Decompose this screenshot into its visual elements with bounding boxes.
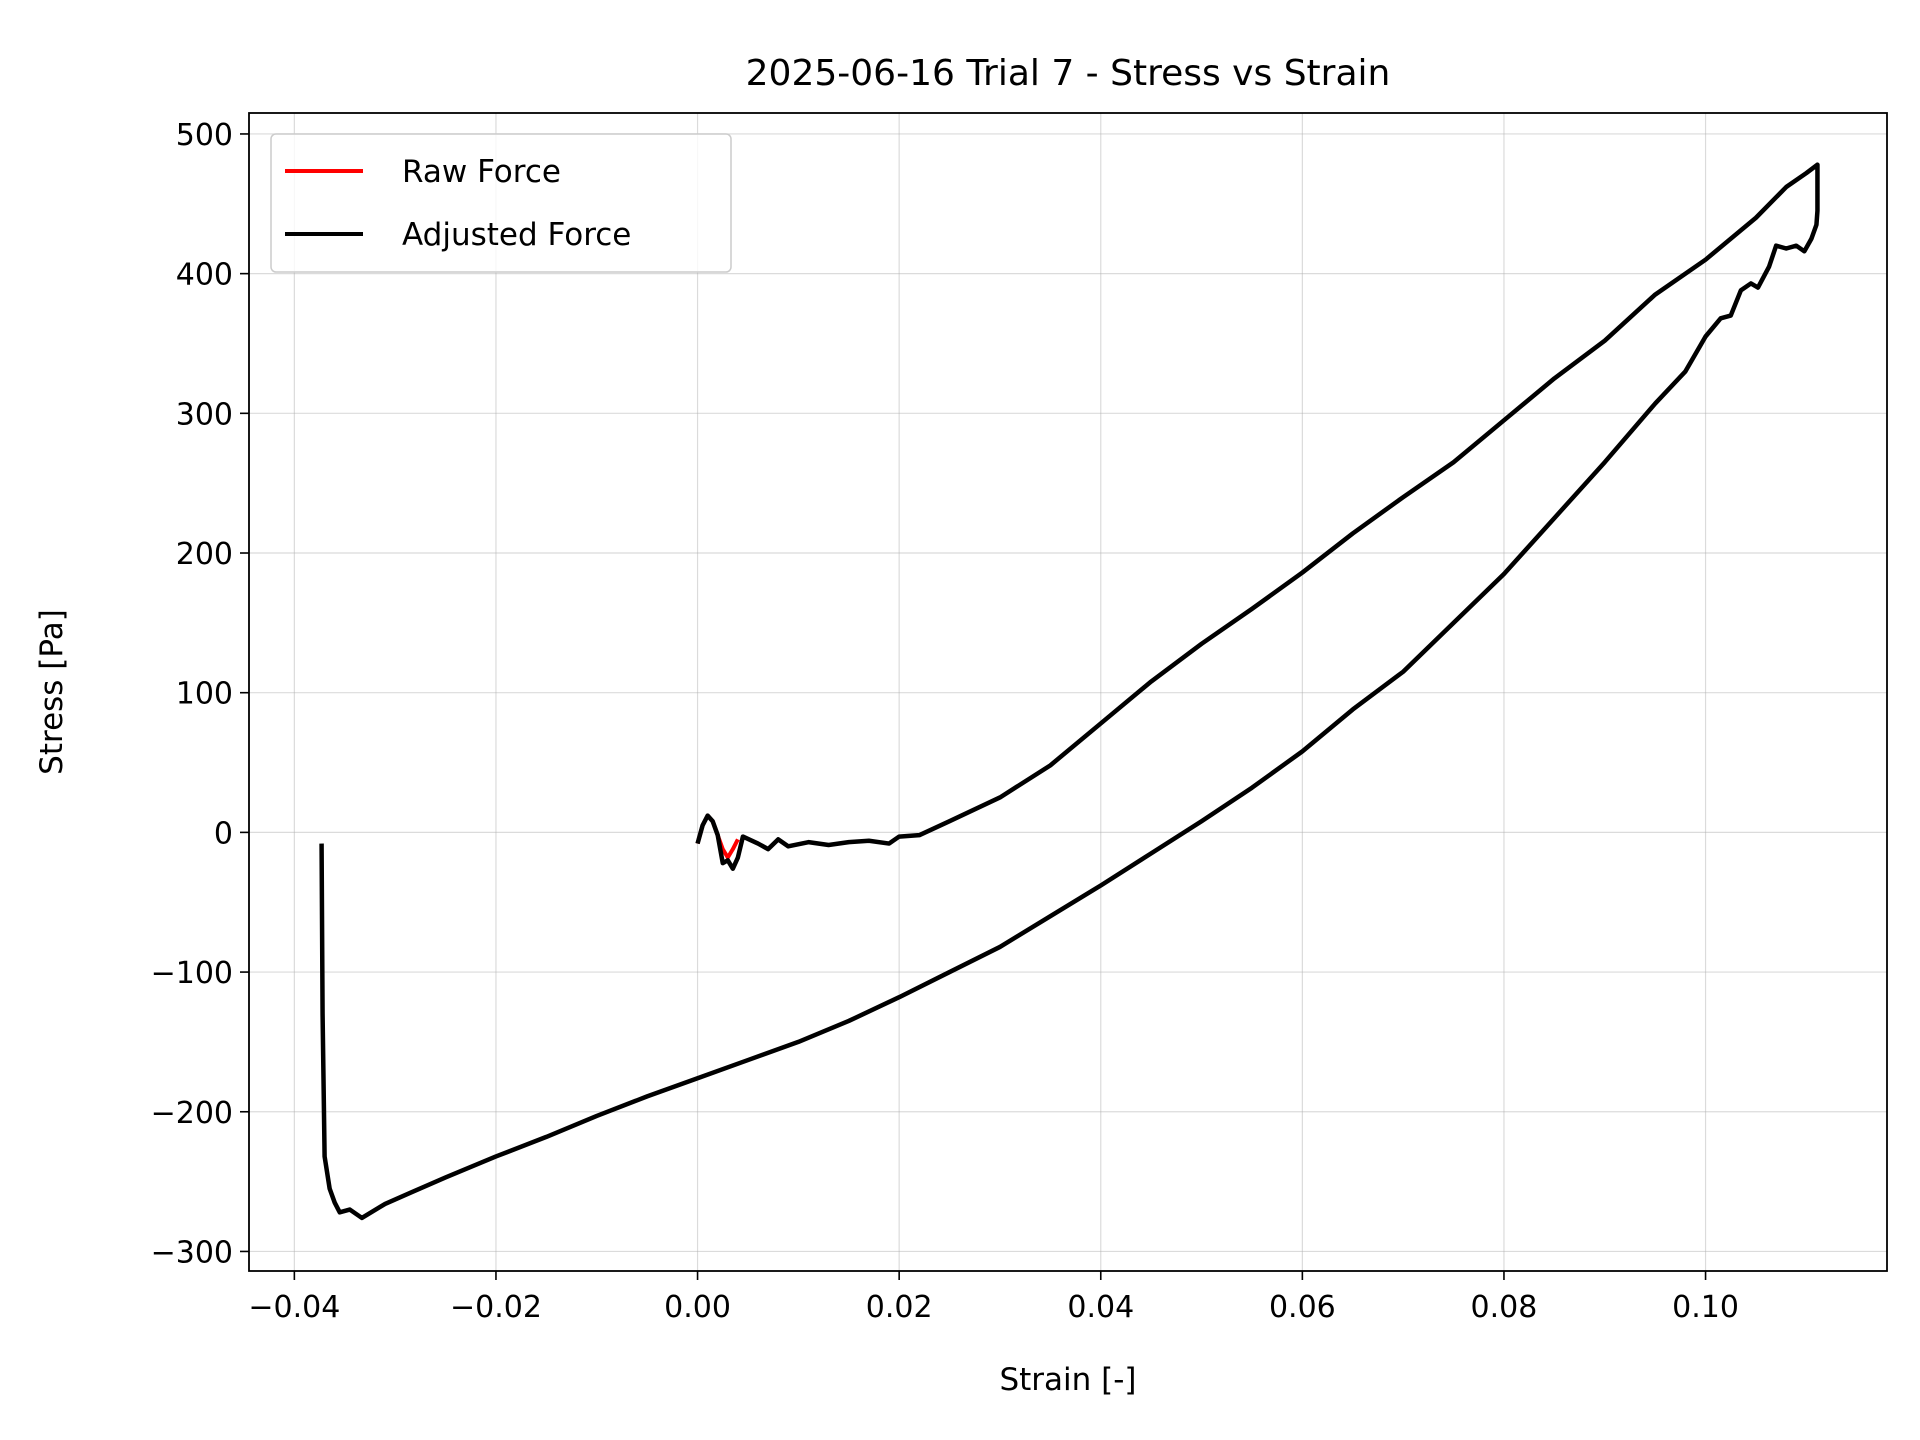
data-series bbox=[319, 162, 1820, 1221]
legend-label-adjusted-force: Adjusted Force bbox=[402, 217, 631, 253]
x-axis-label: Strain [-] bbox=[999, 1362, 1136, 1398]
x-tick-label: 0.08 bbox=[1471, 1290, 1538, 1325]
series-line-adjusted-force bbox=[319, 162, 1820, 1221]
y-axis-label: Stress [Pa] bbox=[34, 609, 70, 775]
y-tick-label: 300 bbox=[176, 397, 233, 432]
y-tick-label: −300 bbox=[151, 1235, 233, 1270]
legend-box bbox=[270, 133, 732, 273]
y-tick-label: 500 bbox=[176, 118, 233, 153]
grid bbox=[249, 113, 1887, 1271]
x-tick-label: 0.06 bbox=[1269, 1290, 1336, 1325]
y-tick-label: 400 bbox=[176, 258, 233, 293]
y-tick-label: −200 bbox=[151, 1096, 233, 1131]
x-tick-label: −0.02 bbox=[450, 1290, 542, 1325]
x-tick-label: 0.00 bbox=[664, 1290, 731, 1325]
y-tick-label: −100 bbox=[151, 956, 233, 991]
chart-title: 2025-06-16 Trial 7 - Stress vs Strain bbox=[746, 53, 1391, 94]
y-tick-label: 100 bbox=[176, 677, 233, 712]
x-tick-label: 0.04 bbox=[1067, 1290, 1134, 1325]
y-tick-label: 200 bbox=[176, 537, 233, 572]
x-tick-label: 0.02 bbox=[866, 1290, 933, 1325]
y-tick-label: 0 bbox=[214, 816, 233, 851]
x-tick-label: 0.10 bbox=[1672, 1290, 1739, 1325]
legend-label-raw-force: Raw Force bbox=[402, 154, 561, 190]
legend: Raw Force Adjusted Force bbox=[270, 133, 732, 273]
axis-ticks: −0.04 −0.02 0.00 0.02 0.04 0.06 0.08 0.10 −300 −2… bbox=[151, 118, 1739, 1325]
x-tick-label: −0.04 bbox=[248, 1290, 340, 1325]
